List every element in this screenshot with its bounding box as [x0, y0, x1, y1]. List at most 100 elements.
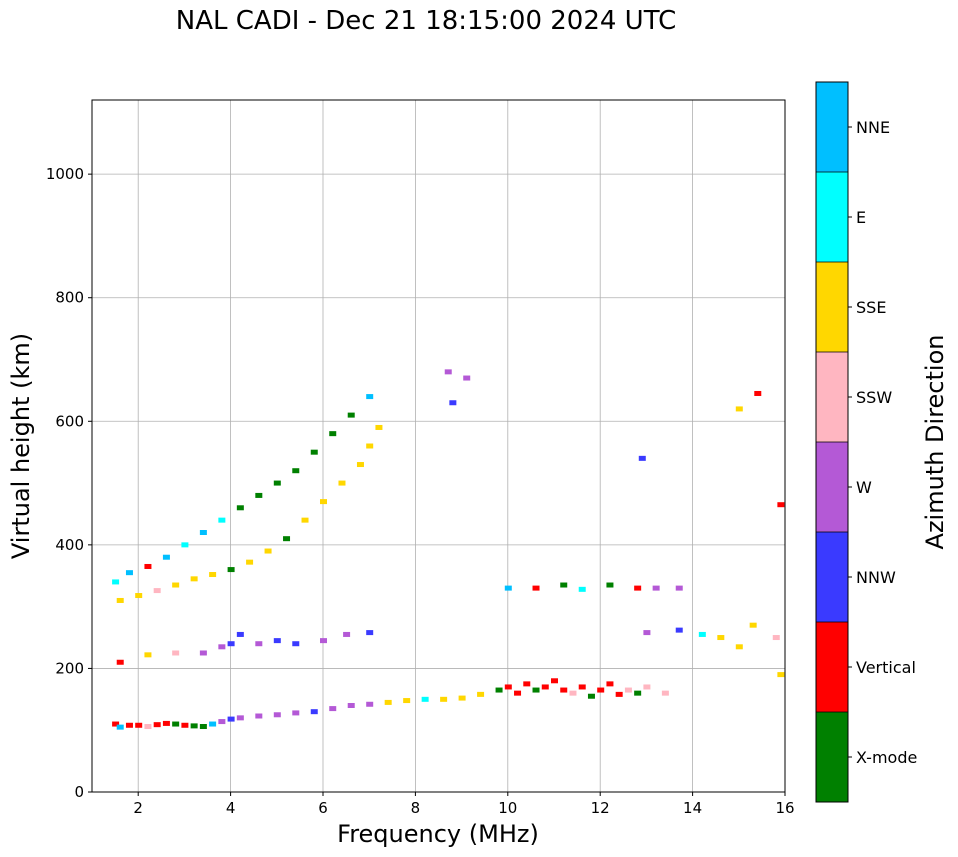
- echo-point: [569, 690, 577, 696]
- echo-point: [255, 492, 263, 498]
- echo-point: [320, 499, 327, 505]
- echo-point: [255, 713, 263, 719]
- x-tick-label: 6: [318, 799, 328, 817]
- echo-point: [236, 505, 244, 511]
- colorbar-tick-label: Vertical: [856, 658, 916, 677]
- echo-point: [675, 585, 683, 591]
- echo-point: [421, 696, 429, 702]
- echo-point: [366, 443, 374, 449]
- echo-point: [772, 635, 780, 641]
- echo-point: [749, 622, 757, 628]
- axis-layer: 2 4 6 8 10 12 14 16 0 200 400 600 800 1000: [46, 165, 795, 817]
- colorbar-frame: [815, 81, 849, 803]
- echo-point: [347, 412, 355, 418]
- echo-point: [504, 684, 512, 690]
- echo-point: [310, 449, 318, 455]
- colorbar-tick-label: NNW: [856, 568, 896, 587]
- echo-point: [227, 567, 235, 573]
- colorbar-label: Azimuth Direction: [921, 335, 949, 550]
- echo-point: [375, 424, 383, 430]
- colorbar-tick-label: E: [856, 208, 866, 227]
- echo-point: [477, 691, 485, 697]
- echo-point: [112, 721, 120, 727]
- echo-point: [643, 630, 651, 636]
- echo-point: [236, 631, 244, 637]
- echo-point: [560, 687, 568, 693]
- y-tick-label: 200: [55, 659, 84, 677]
- echo-point: [698, 631, 706, 637]
- echo-point: [199, 724, 207, 730]
- echo-point: [634, 585, 642, 591]
- echo-point: [347, 703, 355, 708]
- echo-point: [777, 672, 785, 678]
- echo-point: [717, 635, 725, 641]
- colorbar-tick-label: X-mode: [856, 748, 917, 767]
- echo-point: [606, 582, 614, 588]
- chart-title: NAL CADI - Dec 21 18:15:00 2024 UTC: [175, 6, 677, 36]
- echo-point: [218, 517, 226, 523]
- echo-point: [162, 554, 170, 560]
- echo-point: [162, 720, 170, 726]
- x-tick-label: 2: [133, 799, 143, 817]
- echo-point: [329, 706, 337, 712]
- echo-point: [444, 369, 452, 375]
- y-tick-label: 800: [55, 289, 84, 307]
- echo-point: [264, 548, 272, 554]
- x-axis-label: Frequency (MHz): [337, 820, 539, 848]
- echo-point: [199, 530, 207, 535]
- echo-point: [292, 710, 300, 716]
- echo-point: [301, 517, 309, 523]
- echo-point: [227, 641, 235, 647]
- echo-point: [560, 582, 568, 588]
- grid-layer: [92, 100, 786, 793]
- colorbar-segment: [816, 352, 848, 442]
- echo-point: [578, 586, 586, 592]
- echo-point: [329, 431, 337, 437]
- x-tick-label: 14: [683, 799, 702, 817]
- echo-point: [587, 693, 595, 699]
- echo-point: [246, 559, 254, 565]
- echo-point: [615, 691, 623, 697]
- echo-point: [597, 687, 605, 693]
- echo-point: [652, 585, 660, 591]
- echo-point: [153, 722, 161, 728]
- echo-point: [384, 699, 392, 705]
- colorbar-segment: [816, 82, 848, 172]
- echo-point: [606, 681, 614, 687]
- echo-point: [112, 579, 120, 585]
- echo-point: [292, 641, 300, 647]
- colorbar-segment: [816, 262, 848, 352]
- echo-point: [541, 684, 549, 690]
- echo-point: [675, 627, 683, 633]
- echo-point: [532, 687, 540, 693]
- echo-point: [777, 502, 785, 508]
- echo-point: [338, 480, 346, 486]
- echo-point: [181, 542, 189, 548]
- colorbar-segment: [816, 172, 848, 262]
- echo-point: [523, 681, 531, 687]
- echo-point: [283, 536, 291, 542]
- echo-point: [255, 641, 263, 647]
- echo-point: [735, 406, 743, 412]
- echo-point: [273, 480, 281, 486]
- colorbar-tick-label: NNE: [856, 118, 890, 137]
- echo-point: [366, 394, 374, 400]
- echo-point: [144, 724, 152, 730]
- colorbar-tick-label: SSW: [856, 388, 892, 407]
- echo-point: [514, 690, 522, 696]
- scatter-layer: [112, 369, 785, 730]
- echo-point: [403, 698, 411, 704]
- echo-point: [343, 631, 351, 637]
- colorbar-segment: [816, 442, 848, 532]
- echo-point: [449, 400, 457, 406]
- x-tick-label: 16: [775, 799, 794, 817]
- echo-point: [172, 721, 180, 727]
- colorbar-tick-label: W: [856, 478, 872, 497]
- y-axis-label: Virtual height (km): [7, 333, 35, 559]
- colorbar-segment: [816, 532, 848, 622]
- echo-point: [578, 684, 586, 690]
- echo-point: [366, 701, 374, 707]
- echo-point: [181, 722, 189, 728]
